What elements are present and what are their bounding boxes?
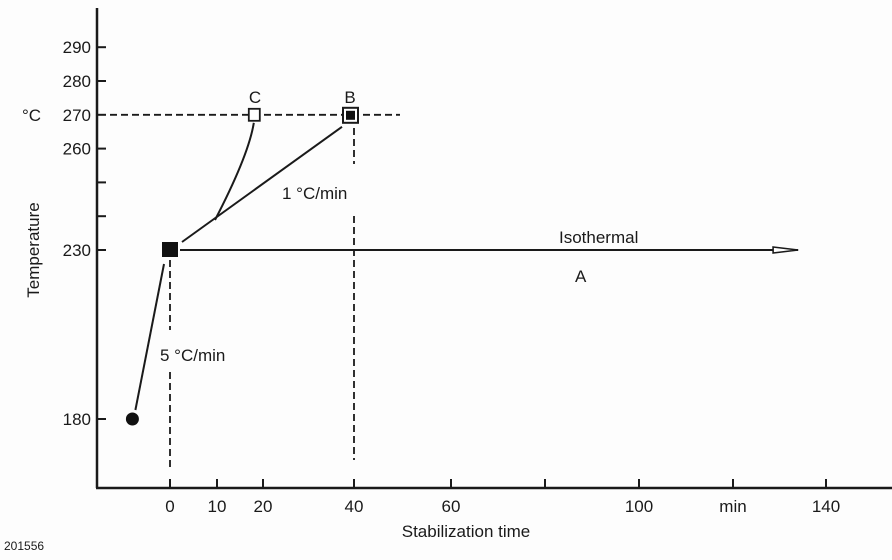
label-c: C (249, 88, 261, 107)
y-tick-label: 260 (63, 140, 91, 159)
y-unit-label: °C (22, 106, 41, 125)
ramp-5-line (134, 263, 165, 411)
annotation-ramp-fast: 5 °C/min (160, 346, 225, 365)
hold-point-marker (162, 242, 178, 257)
x-tick-label: 140 (812, 497, 840, 516)
annotation-ramp-slow: 1 °C/min (282, 184, 347, 203)
y-ticks: 180 230 260 270 280 290 (63, 38, 106, 429)
y-tick-label: 270 (63, 106, 91, 125)
point-c-marker (247, 107, 261, 122)
x-tick-label: 60 (442, 497, 461, 516)
x-tick-label: 0 (165, 497, 174, 516)
annotation-a: A (575, 267, 587, 286)
y-tick-label: 280 (63, 72, 91, 91)
x-tick-label: 10 (208, 497, 227, 516)
x-tick-label: min (719, 497, 746, 516)
x-tick-label: 40 (345, 497, 364, 516)
annotation-isothermal: Isothermal (559, 228, 638, 247)
y-tick-label: 180 (63, 410, 91, 429)
x-tick-label: 100 (625, 497, 653, 516)
x-ticks: 0 10 20 40 60 100 min 140 (165, 479, 840, 516)
point-b-marker-inner (346, 110, 355, 120)
y-tick-label: 290 (63, 38, 91, 57)
chart-marks (110, 106, 799, 467)
y-tick-label: 230 (63, 241, 91, 260)
ramp-1-line (181, 125, 343, 243)
x-axis-label: Stabilization time (402, 522, 531, 541)
x-tick-label: 20 (254, 497, 273, 516)
start-point-marker (125, 412, 139, 426)
curve-to-c (214, 122, 255, 221)
figure-id: 201556 (4, 539, 44, 553)
y-axis-label: Temperature (24, 202, 43, 297)
label-b: B (344, 88, 355, 107)
